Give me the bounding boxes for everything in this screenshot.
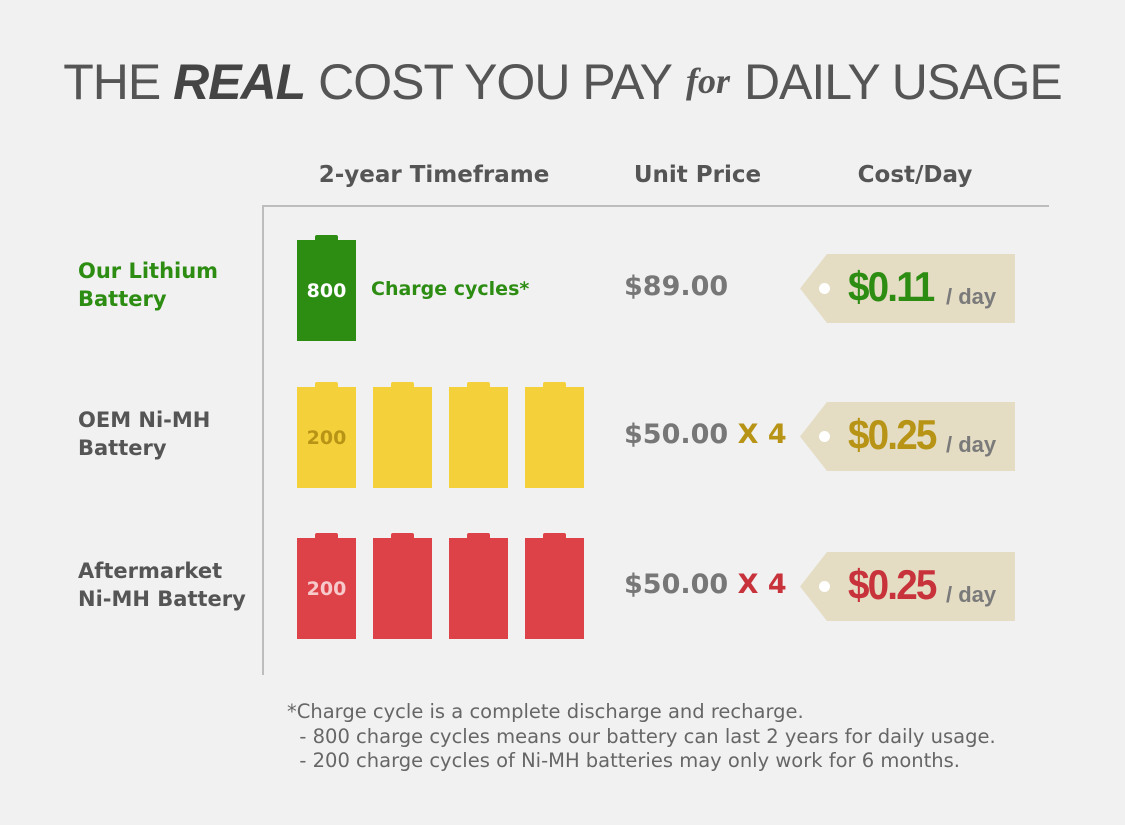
cost-tag: $0.25 / day: [800, 402, 1015, 471]
title-post: DAILY USAGE: [743, 54, 1063, 110]
unit-price-value: $50.00: [624, 569, 729, 600]
battery-cap: [467, 533, 490, 540]
battery-icon: [449, 382, 508, 488]
battery-cap: [315, 382, 338, 389]
per-day-label: / day: [946, 582, 997, 607]
row-label-line: Our Lithium: [78, 259, 219, 283]
battery-body: [373, 538, 432, 639]
cost-per-day-value: $0.25: [848, 561, 937, 608]
column-header-cost-day: Cost/Day: [857, 162, 973, 188]
footnote-line: - 800 charge cycles means our battery ca…: [287, 725, 996, 748]
per-day-label: / day: [946, 432, 997, 457]
column-header-timeframe: 2-year Timeframe: [318, 162, 550, 188]
footnote-line: - 200 charge cycles of Ni-MH batteries m…: [287, 749, 960, 772]
battery-icon: [373, 382, 432, 488]
battery-cap: [467, 382, 490, 389]
battery-icon: 200: [297, 382, 356, 488]
title-for: for: [685, 61, 730, 101]
tag-hole: [819, 581, 830, 592]
row-label-line: Aftermarket: [78, 559, 223, 583]
battery-body: [373, 387, 432, 488]
battery-icon: [373, 533, 432, 639]
battery-icon: 800: [297, 235, 356, 341]
tag-hole: [819, 283, 830, 294]
tag-shape: [800, 402, 1015, 471]
footnote-line: *Charge cycle is a complete discharge an…: [287, 700, 804, 723]
battery-body: [525, 387, 584, 488]
battery-cap: [391, 533, 414, 540]
per-day-label: / day: [946, 284, 997, 309]
battery-body: [449, 538, 508, 639]
row-label-aftermarket: Aftermarket Ni-MH Battery: [78, 557, 246, 613]
unit-price: $89.00: [624, 271, 728, 302]
tag-shape: [800, 254, 1015, 323]
battery-icon: [525, 533, 584, 639]
cost-tag: $0.11 / day: [800, 254, 1015, 323]
battery-icon: [449, 533, 508, 639]
battery-cap: [315, 533, 338, 540]
table-left-rule: [262, 205, 264, 675]
unit-price-multiplier: X 4: [737, 419, 787, 450]
battery-cap: [391, 382, 414, 389]
battery-cycles-count: 200: [297, 387, 356, 488]
cost-per-day-value: $0.25: [848, 411, 937, 458]
unit-price-multiplier: X 4: [737, 569, 787, 600]
row-label-oem: OEM Ni-MH Battery: [78, 406, 210, 462]
row-label-line: Battery: [78, 436, 167, 460]
row-label-line: Battery: [78, 287, 167, 311]
battery-icon: 200: [297, 533, 356, 639]
title-real: REAL: [173, 54, 306, 110]
column-header-unit-price: Unit Price: [633, 162, 762, 188]
battery-cap: [315, 235, 338, 242]
unit-price-value: $50.00: [624, 419, 729, 450]
title-mid: COST YOU PAY: [305, 54, 673, 110]
cost-tag: $0.25 / day: [800, 552, 1015, 621]
battery-cycles-count: 200: [297, 538, 356, 639]
page-title: THE REAL COST YOU PAY for DAILY USAGE: [0, 52, 1125, 117]
tag-hole: [819, 431, 830, 442]
row-label-line: OEM Ni-MH: [78, 408, 211, 432]
battery-cycles-count: 800: [297, 240, 356, 341]
table-top-rule: [262, 205, 1049, 207]
unit-price: $50.00 X 4: [624, 569, 787, 600]
charge-cycles-label: Charge cycles*: [371, 278, 530, 300]
row-label-lithium: Our Lithium Battery: [78, 257, 218, 313]
unit-price: $50.00 X 4: [624, 419, 787, 450]
title-pre: THE: [63, 54, 174, 110]
cost-per-day-value: $0.11: [848, 263, 935, 310]
tag-shape: [800, 552, 1015, 621]
battery-body: [525, 538, 584, 639]
battery-cap: [543, 382, 566, 389]
unit-price-value: $89.00: [624, 271, 729, 302]
battery-icon: [525, 382, 584, 488]
battery-cap: [543, 533, 566, 540]
battery-body: [449, 387, 508, 488]
row-label-line: Ni-MH Battery: [78, 587, 246, 611]
